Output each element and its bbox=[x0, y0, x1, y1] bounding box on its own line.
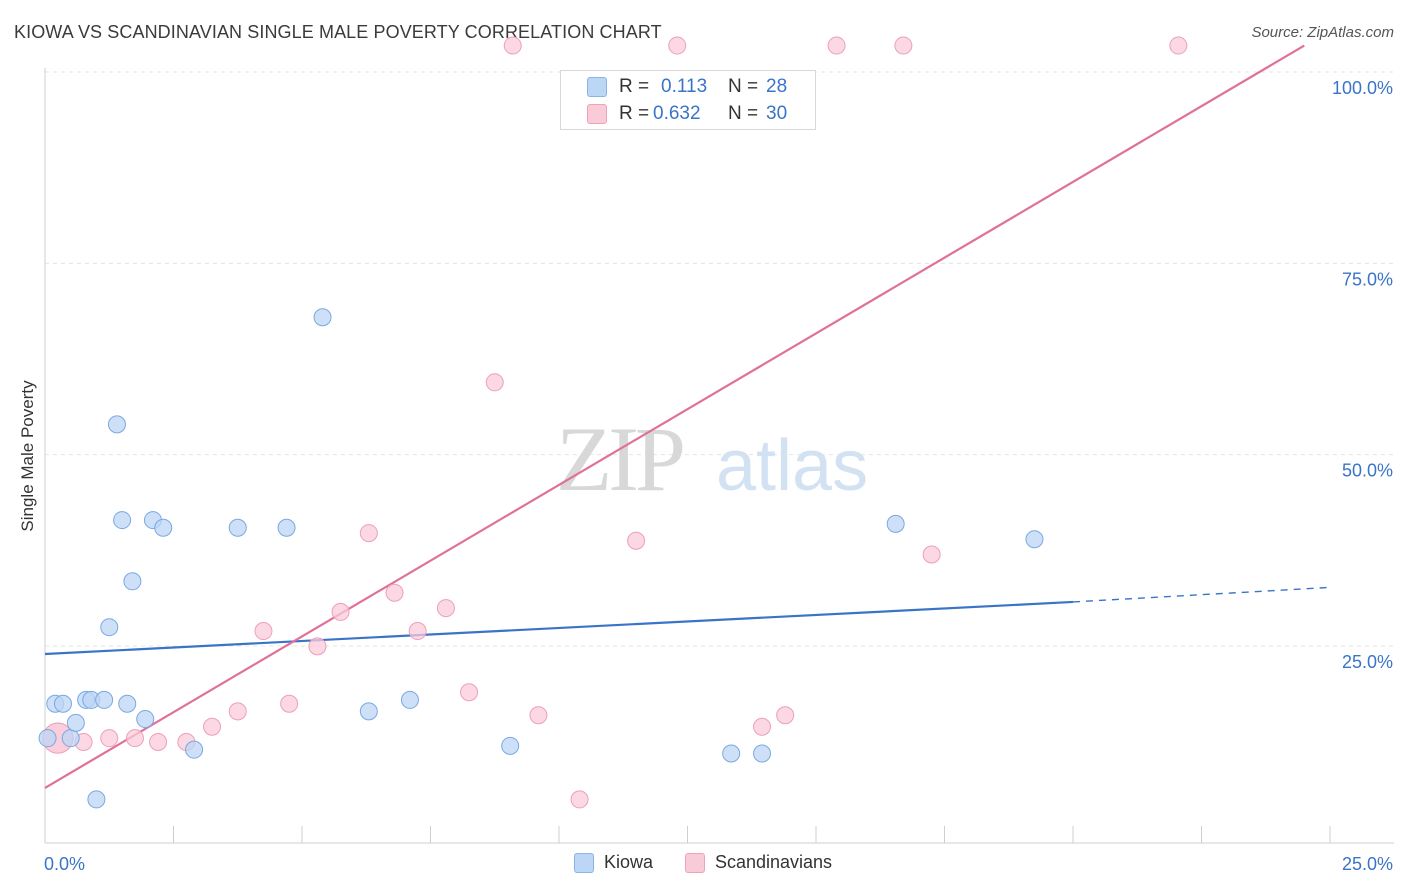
scandinavians-legend-swatch bbox=[684, 852, 705, 873]
kiowa-point bbox=[185, 740, 204, 759]
y-tick-label: 25.0% bbox=[1342, 652, 1393, 672]
grid-layer bbox=[45, 71, 1394, 647]
kiowa-point bbox=[277, 518, 296, 537]
scandinavians-point bbox=[228, 702, 247, 721]
legend-item-scandinavians[interactable]: Scandinavians bbox=[684, 852, 833, 873]
y-tick-label: 75.0% bbox=[1342, 269, 1393, 289]
kiowa-point bbox=[100, 618, 119, 637]
kiowa-point bbox=[722, 744, 741, 763]
kiowa-trendline bbox=[44, 600, 1074, 656]
points-layer bbox=[38, 36, 1188, 809]
scandinavians-point bbox=[894, 36, 913, 55]
kiowa-point bbox=[228, 518, 247, 537]
watermark-atlas: atlas bbox=[716, 426, 868, 506]
scandinavians-swatch bbox=[587, 104, 607, 124]
legend-item-kiowa[interactable]: Kiowa bbox=[573, 852, 653, 873]
n-label: N = bbox=[728, 76, 759, 97]
scandinavians-n-value: 30 bbox=[766, 103, 788, 124]
kiowa-point bbox=[113, 511, 132, 530]
kiowa-r-value: 0.113 bbox=[661, 76, 708, 97]
chart-title: KIOWA VS SCANDINAVIAN SINGLE MALE POVERT… bbox=[14, 22, 662, 42]
x-tick-label-min: 0.0% bbox=[44, 854, 85, 874]
watermark: ZIP atlas bbox=[556, 408, 868, 510]
kiowa-point bbox=[359, 702, 378, 721]
scandinavians-trendline bbox=[44, 44, 1305, 789]
y-tick-label: 100.0% bbox=[1332, 78, 1393, 98]
kiowa-legend-label: Kiowa bbox=[603, 852, 653, 872]
scandinavians-point bbox=[436, 599, 455, 618]
x-tick-label-max: 25.0% bbox=[1342, 854, 1393, 874]
trend-layer bbox=[44, 44, 1331, 789]
kiowa-point bbox=[313, 308, 332, 327]
scandinavians-r-value: 0.632 bbox=[653, 103, 701, 124]
scandinavians-point bbox=[460, 683, 479, 702]
scandinavians-point bbox=[385, 583, 404, 602]
r-label: R = bbox=[619, 103, 650, 124]
scandinavians-point bbox=[359, 524, 378, 543]
kiowa-point bbox=[886, 514, 905, 533]
scandinavians-point bbox=[776, 706, 795, 725]
y-axis-label: Single Male Poverty bbox=[18, 380, 37, 532]
kiowa-point bbox=[95, 690, 114, 709]
scandinavians-point bbox=[331, 602, 350, 621]
kiowa-point bbox=[53, 694, 72, 713]
kiowa-point bbox=[66, 713, 85, 732]
n-label: N = bbox=[728, 103, 759, 124]
kiowa-point bbox=[400, 690, 419, 709]
scandinavians-legend-label: Scandinavians bbox=[714, 852, 833, 872]
series-legend: Kiowa Scandinavians bbox=[0, 852, 1406, 873]
scandinavians-point bbox=[1169, 36, 1188, 55]
scandinavians-point bbox=[570, 790, 589, 809]
stats-legend: R = 0.113 N = 28 R = 0.632 N = 30 bbox=[560, 70, 816, 130]
scandinavians-point bbox=[668, 36, 687, 55]
kiowa-n-value: 28 bbox=[766, 76, 788, 97]
kiowa-trendline-extension bbox=[1072, 586, 1331, 603]
scandinavians-point bbox=[627, 531, 646, 550]
scandinavians-point bbox=[503, 36, 522, 55]
scandinavians-point bbox=[922, 545, 941, 564]
watermark-zip: ZIP bbox=[556, 408, 683, 510]
kiowa-point bbox=[87, 790, 106, 809]
kiowa-point bbox=[753, 744, 772, 763]
kiowa-swatch bbox=[587, 77, 607, 97]
kiowa-point bbox=[501, 736, 520, 755]
kiowa-point bbox=[61, 729, 80, 748]
kiowa-point bbox=[118, 694, 137, 713]
scandinavians-point bbox=[529, 706, 548, 725]
tick-label-layer: 25.0% 50.0% 75.0% 100.0% 0.0% 25.0% bbox=[44, 78, 1393, 874]
scandinavians-point bbox=[485, 373, 504, 392]
scandinavians-point bbox=[100, 729, 119, 748]
kiowa-point bbox=[38, 729, 57, 748]
kiowa-point bbox=[154, 518, 173, 537]
kiowa-point bbox=[123, 572, 142, 591]
scandinavians-point bbox=[254, 622, 273, 641]
scandinavians-point bbox=[408, 622, 427, 641]
r-label: R = bbox=[619, 76, 650, 97]
axis-layer bbox=[44, 68, 1394, 844]
scandinavians-point bbox=[280, 694, 299, 713]
scandinavians-point bbox=[203, 717, 222, 736]
kiowa-legend-swatch bbox=[573, 852, 594, 873]
scandinavians-point bbox=[149, 733, 168, 752]
scandinavians-point bbox=[827, 36, 846, 55]
kiowa-point bbox=[136, 710, 155, 729]
source-attribution: Source: ZipAtlas.com bbox=[1251, 24, 1394, 41]
kiowa-point bbox=[1025, 530, 1044, 549]
y-tick-label: 50.0% bbox=[1342, 461, 1393, 481]
scandinavians-point bbox=[308, 637, 327, 656]
scandinavians-point bbox=[125, 729, 144, 748]
scandinavians-point bbox=[753, 717, 772, 736]
kiowa-point bbox=[107, 415, 126, 434]
